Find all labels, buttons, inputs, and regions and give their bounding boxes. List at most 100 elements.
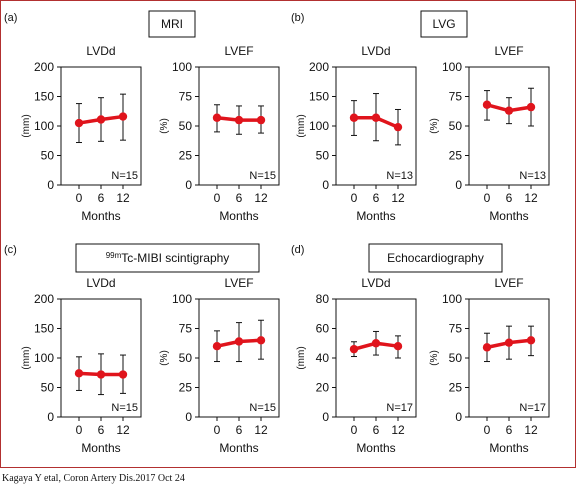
x-tick-label: 6	[236, 191, 243, 205]
chart-2: LVEF 0 25 50 75 100 (%) 0 6 12 Months N=15	[159, 44, 280, 223]
data-point	[504, 338, 514, 347]
chart-3: LVDd 0 50 100 150 200 (mm) 0 6 12 Months N=13	[296, 44, 417, 223]
y-tick-label: 25	[179, 381, 193, 395]
y-tick-label: 25	[179, 149, 193, 163]
sample-size-label: N=17	[519, 402, 546, 414]
x-axis-label: Months	[356, 441, 395, 455]
x-tick-label: 0	[484, 191, 491, 205]
data-point	[96, 370, 106, 379]
data-point	[482, 100, 492, 109]
chart-title: LVEF	[224, 44, 253, 58]
chart-title: LVEF	[224, 276, 253, 290]
chart-title: LVDd	[86, 276, 115, 290]
sample-size-label: N=15	[249, 170, 276, 182]
y-axis-label: (mm)	[296, 346, 307, 369]
data-point	[393, 342, 403, 351]
data-point	[118, 112, 128, 121]
x-axis-label: Months	[489, 441, 528, 455]
data-point	[74, 118, 84, 128]
panel-label: (c)	[4, 244, 17, 256]
y-tick-label: 150	[309, 90, 329, 104]
y-tick-label: 0	[47, 178, 54, 192]
panel-header: (d) Echocardiography	[291, 243, 503, 273]
x-tick-label: 0	[214, 191, 221, 205]
data-point	[256, 336, 266, 345]
y-tick-label: 0	[47, 410, 54, 424]
sample-size-label: N=15	[111, 170, 138, 182]
y-tick-label: 200	[34, 60, 54, 74]
x-tick-label: 12	[116, 191, 130, 205]
sample-size-label: N=17	[386, 402, 413, 414]
y-axis-label: (mm)	[21, 346, 32, 369]
y-tick-label: 75	[179, 322, 193, 336]
y-axis-label: (%)	[429, 118, 440, 134]
x-tick-label: 12	[116, 423, 130, 437]
y-tick-label: 100	[172, 292, 192, 306]
y-tick-label: 100	[309, 119, 329, 133]
panel-title: MRI	[161, 17, 183, 31]
x-tick-label: 6	[236, 423, 243, 437]
y-tick-label: 75	[179, 90, 193, 104]
panel-header: (c) 99mTc-MIBI scintigraphy	[4, 243, 260, 273]
chart-5: LVDd 0 50 100 150 200 (mm) 0 6 12 Months N=15	[21, 276, 142, 455]
x-axis-label: Months	[219, 209, 258, 223]
y-tick-label: 150	[34, 322, 54, 336]
panel-title: LVG	[432, 17, 455, 31]
panel-label: (b)	[291, 12, 304, 24]
panel-label: (a)	[4, 12, 17, 24]
sample-size-label: N=15	[111, 402, 138, 414]
y-tick-label: 100	[442, 292, 462, 306]
data-point	[393, 122, 403, 132]
y-axis-label: (%)	[159, 118, 170, 134]
plot-frame	[335, 298, 417, 418]
x-tick-label: 12	[254, 191, 268, 205]
y-tick-label: 0	[322, 410, 329, 424]
panel-title-text: Tc-MIBI scintigraphy	[121, 251, 229, 265]
x-axis-label: Months	[219, 441, 258, 455]
panel-header: (b) LVG	[291, 10, 468, 38]
y-tick-label: 50	[449, 119, 463, 133]
data-point	[526, 102, 536, 112]
y-tick-label: 100	[34, 119, 54, 133]
y-axis-label: (%)	[159, 350, 170, 366]
y-tick-label: 0	[185, 410, 192, 424]
figure-canvas: (a) MRI (b) LVG (c) 99mTc-MIBI scintigraphy (d…	[4, 10, 550, 455]
data-point	[482, 343, 492, 352]
x-tick-label: 12	[391, 423, 405, 437]
y-axis-label: (mm)	[296, 114, 307, 137]
x-tick-label: 6	[506, 423, 513, 437]
chart-title: LVEF	[494, 276, 523, 290]
y-tick-label: 150	[34, 90, 54, 104]
data-point	[74, 369, 84, 378]
data-point	[212, 342, 222, 351]
y-tick-label: 50	[41, 381, 55, 395]
y-tick-label: 50	[41, 149, 55, 163]
chart-8: LVEF 0 25 50 75 100 (%) 0 6 12 Months N=17	[429, 276, 550, 455]
y-tick-label: 100	[34, 351, 54, 365]
figure-frame: (a) MRI (b) LVG (c) 99mTc-MIBI scintigraphy (d…	[0, 0, 576, 468]
panel-title-box	[420, 10, 468, 38]
panel-title-box	[368, 243, 503, 273]
x-tick-label: 6	[98, 423, 105, 437]
y-tick-label: 50	[179, 119, 193, 133]
y-tick-label: 75	[449, 90, 463, 104]
data-point	[118, 370, 128, 379]
x-axis-label: Months	[81, 441, 120, 455]
y-tick-label: 60	[316, 322, 330, 336]
y-tick-label: 0	[455, 178, 462, 192]
y-tick-label: 200	[309, 60, 329, 74]
panel-title-superscript: 99m	[106, 251, 122, 260]
plot-frame	[468, 66, 550, 186]
data-point	[371, 113, 381, 122]
chart-6: LVEF 0 25 50 75 100 (%) 0 6 12 Months N=15	[159, 276, 280, 455]
data-point	[371, 339, 381, 348]
panel-header: (a) MRI	[4, 10, 196, 38]
chart-title: LVDd	[361, 276, 390, 290]
data-point	[256, 115, 266, 125]
y-tick-label: 50	[449, 351, 463, 365]
y-axis-label: (%)	[429, 350, 440, 366]
y-tick-label: 0	[185, 178, 192, 192]
panel-title-text: Echocardiography	[387, 251, 484, 265]
sample-size-label: N=15	[249, 402, 276, 414]
x-tick-label: 6	[373, 423, 380, 437]
